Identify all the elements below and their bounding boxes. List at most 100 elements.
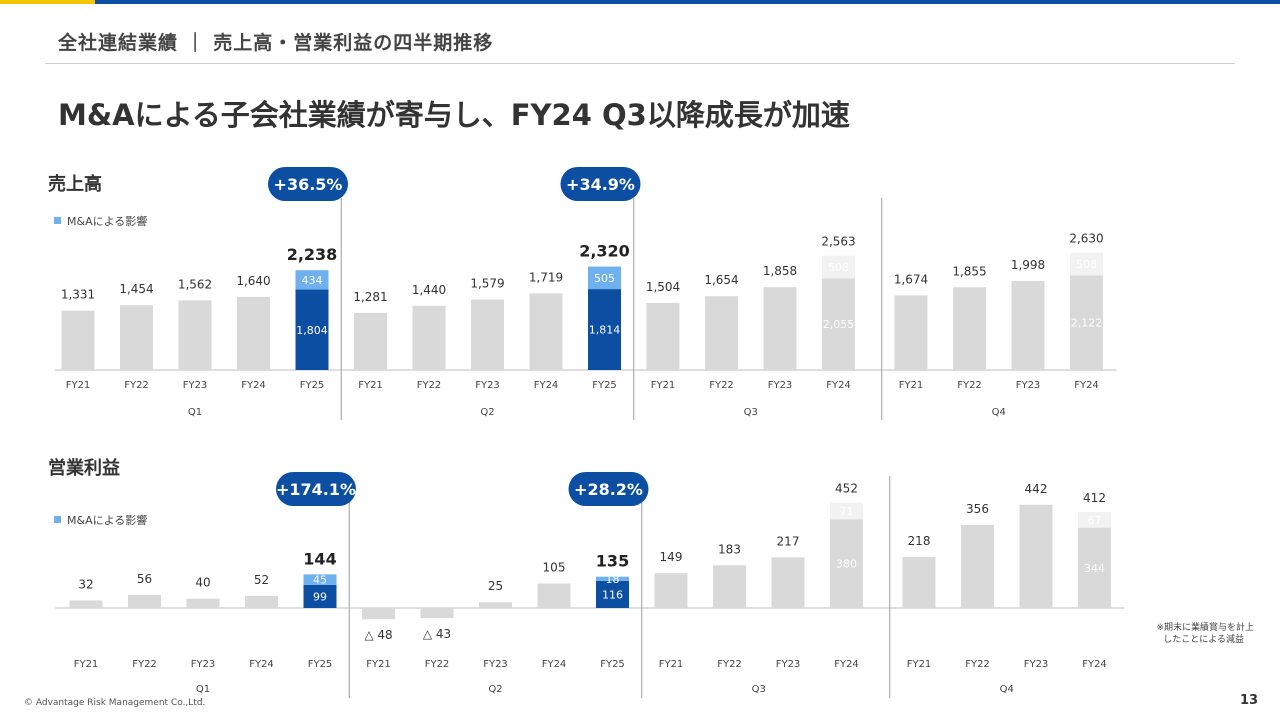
op-fy-label: FY24: [834, 659, 859, 670]
sales-value-label: 1,440: [412, 283, 446, 297]
sales-bar-q1-fy23: [178, 300, 212, 370]
sales-bar-q1-fy24: [237, 296, 270, 370]
op-value-label: 52: [254, 573, 269, 587]
op-fy-label: FY24: [1082, 659, 1107, 670]
op-bar-q2-fy24: [537, 583, 571, 608]
sales-base-value-label: 2,055: [823, 318, 855, 331]
sales-chart-title: 売上高: [48, 173, 102, 195]
op-value-label: 149: [660, 550, 683, 564]
sales-quarter-label: Q1: [188, 407, 202, 418]
sales-ma-value-label: 508: [828, 261, 849, 274]
op-value-label: 32: [78, 578, 93, 592]
sales-value-label: 1,654: [704, 273, 738, 287]
op-fy-label: FY25: [308, 659, 333, 670]
op-growth-badge-text: +28.2%: [574, 480, 643, 499]
op-fy-label: FY21: [907, 659, 932, 670]
sales-bar-q4-fy24-base: [1070, 275, 1103, 370]
op-base-value-label: 380: [836, 558, 857, 571]
sales-fy-label: FY23: [475, 380, 500, 391]
sales-bar-q1-fy25-ma: [295, 270, 329, 290]
sales-fy-label: FY25: [300, 380, 325, 391]
sales-fy-label: FY24: [241, 380, 266, 391]
sales-fy-label: FY25: [592, 380, 617, 391]
sales-bar-q2-fy24: [529, 293, 563, 370]
op-bar-q4-fy21: [902, 557, 936, 608]
sales-ma-value-label: 434: [302, 274, 323, 287]
op-fy-label: FY21: [659, 659, 684, 670]
top-accent-bar-blue: [95, 0, 1280, 4]
op-fy-label: FY24: [542, 659, 567, 670]
op-value-label: 183: [718, 542, 741, 556]
sales-value-label: 1,579: [470, 277, 504, 291]
op-total-value-label: 412: [1083, 491, 1106, 505]
op-bar-q4-fy23: [1019, 504, 1053, 608]
sales-total-value-label: 2,238: [287, 245, 338, 264]
op-bar-q1-fy21: [69, 600, 103, 608]
sales-base-value-label: 1,804: [296, 324, 328, 337]
sales-growth-badge-q2: [560, 167, 641, 201]
sales-base-value-label: 2,122: [1071, 317, 1103, 330]
sales-growth-badge-text: +34.9%: [566, 175, 635, 194]
sales-bar-q4-fy24-ma: [1070, 252, 1103, 276]
op-base-value-label: 116: [602, 588, 623, 601]
op-bar-q1-fy24: [245, 595, 278, 608]
sales-fy-label: FY24: [534, 380, 559, 391]
sales-bar-q3-fy22: [705, 296, 738, 370]
op-base-value-label: 344: [1084, 562, 1105, 575]
sales-total-value-label: 2,320: [579, 242, 630, 261]
sales-value-label: 1,454: [119, 282, 153, 296]
op-bar-q1-fy23: [186, 598, 220, 608]
op-value-label: 356: [966, 502, 989, 516]
op-bar-q3-fy22: [713, 565, 746, 608]
sales-value-label: 1,858: [763, 264, 797, 278]
section-title: 全社連結業績 ｜ 売上高・営業利益の四半期推移: [58, 32, 494, 54]
sales-fy-label: FY22: [709, 380, 734, 391]
op-quarter-label: Q1: [196, 684, 210, 695]
op-value-label: 217: [777, 534, 800, 548]
sales-bar-q2-fy25-ma: [588, 266, 621, 290]
sales-value-label: 1,281: [353, 290, 387, 304]
op-bar-q3-fy24-base: [830, 519, 863, 608]
op-value-label: △ 48: [364, 628, 392, 642]
sales-bar-q2-fy23: [471, 299, 504, 370]
sales-value-label: 1,640: [236, 274, 270, 288]
op-fy-label: FY23: [191, 659, 216, 670]
op-quarter-label: Q2: [488, 684, 502, 695]
op-bar-q1-fy25-base: [303, 584, 337, 608]
copyright: © Advantage Risk Management Co.,Ltd.: [24, 698, 206, 708]
sales-bar-q3-fy23: [763, 287, 797, 370]
page-number: 13: [1240, 693, 1259, 708]
sales-growth-badge-q1: [268, 167, 348, 201]
op-value-label: 25: [488, 579, 503, 593]
sales-value-label: 1,331: [61, 288, 95, 302]
op-ma-value-label: 71: [840, 505, 854, 518]
sales-bar-q1-fy25-base: [295, 289, 329, 370]
sales-bar-q3-fy21: [646, 302, 680, 370]
op-growth-badge-text: +174.1%: [276, 480, 356, 499]
op-fy-label: FY23: [483, 659, 508, 670]
op-note-line1: ※期末に業績賞与を計上: [1156, 621, 1254, 633]
op-base-value-label: 99: [313, 590, 327, 603]
sales-fy-label: FY22: [417, 380, 442, 391]
sales-fy-label: FY22: [957, 380, 982, 391]
op-quarter-label: Q4: [1000, 684, 1014, 695]
sales-fy-label: FY23: [768, 380, 793, 391]
op-bar-q4-fy24-base: [1078, 527, 1111, 608]
sales-legend-swatch: [54, 217, 61, 224]
sales-bar-q2-fy25-base: [588, 289, 621, 370]
sales-fy-label: FY21: [66, 380, 91, 391]
sales-fy-label: FY23: [183, 380, 208, 391]
sales-bar-q1-fy22: [120, 305, 153, 370]
sales-value-label: 1,719: [529, 270, 563, 284]
sales-fy-label: FY24: [826, 380, 851, 391]
op-total-value-label: 144: [303, 549, 336, 568]
op-bar-q2-fy22: [420, 608, 454, 619]
op-ma-value-label: 67: [1088, 514, 1102, 527]
op-fy-label: FY23: [776, 659, 801, 670]
sales-bar-q4-fy23: [1011, 280, 1045, 370]
sales-fy-label: FY21: [358, 380, 383, 391]
title-divider: [45, 63, 1235, 64]
op-bar-q2-fy25-ma: [596, 576, 629, 581]
sales-bar-q3-fy24-ma: [822, 255, 855, 279]
sales-bar-q2-fy21: [354, 312, 387, 370]
